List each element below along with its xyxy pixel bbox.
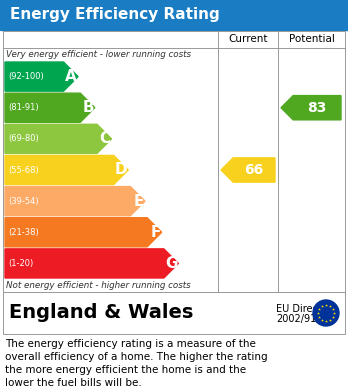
Text: A: A (65, 69, 77, 84)
Text: (55-68): (55-68) (8, 165, 39, 174)
Bar (0, 0, 348, 30)
Text: D: D (114, 163, 127, 178)
Polygon shape (281, 95, 341, 120)
Text: C: C (100, 131, 111, 146)
Text: (69-80): (69-80) (8, 135, 39, 143)
Circle shape (313, 300, 339, 326)
Text: F: F (150, 225, 161, 240)
Text: Energy Efficiency Rating: Energy Efficiency Rating (10, 7, 220, 23)
Text: Not energy efficient - higher running costs: Not energy efficient - higher running co… (6, 281, 191, 290)
Text: (81-91): (81-91) (8, 103, 39, 112)
Text: (39-54): (39-54) (8, 197, 39, 206)
Polygon shape (5, 187, 145, 216)
Text: lower the fuel bills will be.: lower the fuel bills will be. (5, 378, 142, 388)
Text: Potential: Potential (288, 34, 334, 45)
Text: (21-38): (21-38) (8, 228, 39, 237)
Text: the more energy efficient the home is and the: the more energy efficient the home is an… (5, 365, 246, 375)
Text: E: E (134, 194, 144, 209)
Polygon shape (5, 124, 111, 153)
Text: England & Wales: England & Wales (9, 303, 193, 323)
Polygon shape (5, 93, 95, 122)
Text: Current: Current (228, 34, 268, 45)
Polygon shape (5, 62, 78, 91)
Text: (1-20): (1-20) (8, 259, 33, 268)
Bar (3, 31, 345, 292)
Text: The energy efficiency rating is a measure of the: The energy efficiency rating is a measur… (5, 339, 256, 349)
Text: 2002/91/EC: 2002/91/EC (276, 314, 332, 324)
Text: EU Directive: EU Directive (276, 304, 336, 314)
Text: (92-100): (92-100) (8, 72, 44, 81)
Text: overall efficiency of a home. The higher the rating: overall efficiency of a home. The higher… (5, 352, 268, 362)
Text: G: G (165, 256, 177, 271)
Bar (3, 292, 345, 334)
Polygon shape (221, 158, 275, 182)
Text: Very energy efficient - lower running costs: Very energy efficient - lower running co… (6, 50, 191, 59)
Polygon shape (5, 218, 162, 247)
Text: 83: 83 (307, 101, 327, 115)
Polygon shape (5, 156, 128, 185)
Polygon shape (5, 249, 179, 278)
Text: 66: 66 (244, 163, 264, 177)
Text: B: B (82, 100, 94, 115)
